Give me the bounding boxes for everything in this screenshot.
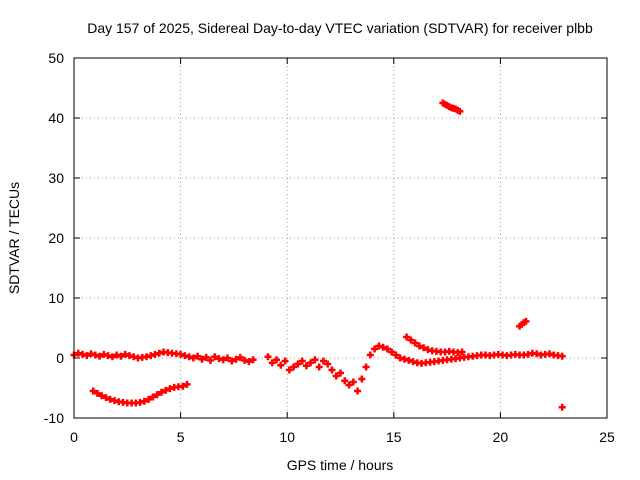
x-tick-label: 0 bbox=[70, 429, 78, 445]
data-point bbox=[358, 375, 366, 383]
data-point bbox=[268, 359, 276, 367]
y-tick-label: 0 bbox=[56, 350, 64, 366]
data-point bbox=[328, 366, 336, 374]
data-point bbox=[379, 343, 387, 351]
data-point bbox=[522, 317, 530, 325]
data-point bbox=[415, 342, 423, 350]
data-point bbox=[153, 391, 161, 399]
data-point bbox=[311, 356, 319, 364]
data-point bbox=[145, 395, 153, 403]
grid-lines bbox=[74, 58, 607, 418]
data-point bbox=[294, 360, 302, 368]
data-point bbox=[93, 389, 101, 397]
data-point bbox=[189, 354, 197, 362]
data-point bbox=[232, 355, 240, 363]
y-tick-label: 30 bbox=[48, 170, 64, 186]
data-point bbox=[337, 369, 344, 377]
x-tick-label: 15 bbox=[386, 429, 402, 445]
data-point bbox=[281, 357, 289, 365]
data-point bbox=[456, 107, 464, 115]
plot-frame bbox=[73, 57, 608, 419]
data-point bbox=[332, 372, 340, 380]
data-point bbox=[319, 357, 327, 365]
x-tick-label: 20 bbox=[493, 429, 509, 445]
data-point bbox=[458, 348, 466, 356]
x-tick-label: 5 bbox=[177, 429, 185, 445]
data-point bbox=[290, 363, 298, 371]
data-point bbox=[194, 352, 202, 360]
data-point bbox=[403, 333, 411, 341]
y-axis-label: SDTVAR / TECUs bbox=[6, 182, 22, 294]
data-point bbox=[206, 356, 214, 364]
data-point bbox=[407, 336, 415, 344]
data-point bbox=[83, 352, 91, 360]
y-tick-label: 50 bbox=[48, 50, 64, 66]
y-tick-label: 20 bbox=[48, 230, 64, 246]
x-tick-label: 25 bbox=[599, 429, 615, 445]
data-point bbox=[558, 403, 566, 411]
data-point bbox=[179, 382, 187, 390]
data-point bbox=[371, 345, 379, 353]
data-point bbox=[211, 353, 219, 361]
data-point bbox=[224, 354, 232, 362]
data-point bbox=[411, 339, 419, 347]
data-point bbox=[341, 377, 349, 385]
data-point bbox=[315, 363, 323, 371]
data-point bbox=[383, 345, 391, 353]
data-point bbox=[388, 348, 396, 356]
data-point bbox=[298, 357, 306, 365]
data-point bbox=[366, 351, 374, 359]
data-point bbox=[102, 394, 110, 402]
data-point bbox=[392, 351, 400, 359]
data-point bbox=[307, 359, 315, 367]
data-point bbox=[345, 381, 353, 389]
data-points bbox=[70, 99, 566, 411]
data-point bbox=[96, 352, 104, 360]
data-point bbox=[354, 387, 362, 395]
axis-ticks: 0 5 10 15 20 25 -10 0 10 20 30 40 50 bbox=[44, 50, 615, 445]
data-point bbox=[349, 378, 357, 386]
data-point bbox=[198, 355, 206, 363]
data-point bbox=[149, 393, 157, 401]
y-tick-label: 40 bbox=[48, 110, 64, 126]
data-point bbox=[162, 386, 170, 394]
data-point bbox=[324, 360, 332, 368]
data-point bbox=[157, 388, 165, 396]
data-point bbox=[202, 353, 210, 361]
data-point bbox=[140, 397, 148, 405]
data-point bbox=[362, 363, 370, 371]
data-point bbox=[89, 387, 97, 395]
data-point bbox=[228, 357, 236, 365]
data-point bbox=[249, 356, 257, 364]
data-point bbox=[264, 353, 272, 361]
x-axis-label: GPS time / hours bbox=[287, 457, 394, 473]
data-point bbox=[108, 353, 116, 361]
data-point bbox=[245, 358, 253, 366]
data-point bbox=[277, 361, 285, 369]
data-point bbox=[285, 366, 293, 374]
data-point bbox=[420, 344, 428, 352]
data-point bbox=[219, 356, 227, 364]
data-point bbox=[302, 362, 310, 370]
x-tick-label: 10 bbox=[279, 429, 295, 445]
data-point bbox=[117, 352, 125, 360]
data-point bbox=[98, 392, 106, 400]
chart-title: Day 157 of 2025, Sidereal Day-to-day VTE… bbox=[87, 20, 593, 36]
data-point bbox=[183, 380, 191, 388]
data-point bbox=[273, 356, 281, 364]
y-tick-label: -10 bbox=[44, 410, 64, 426]
data-point bbox=[558, 352, 566, 360]
data-point bbox=[236, 353, 244, 361]
y-tick-label: 10 bbox=[48, 290, 64, 306]
